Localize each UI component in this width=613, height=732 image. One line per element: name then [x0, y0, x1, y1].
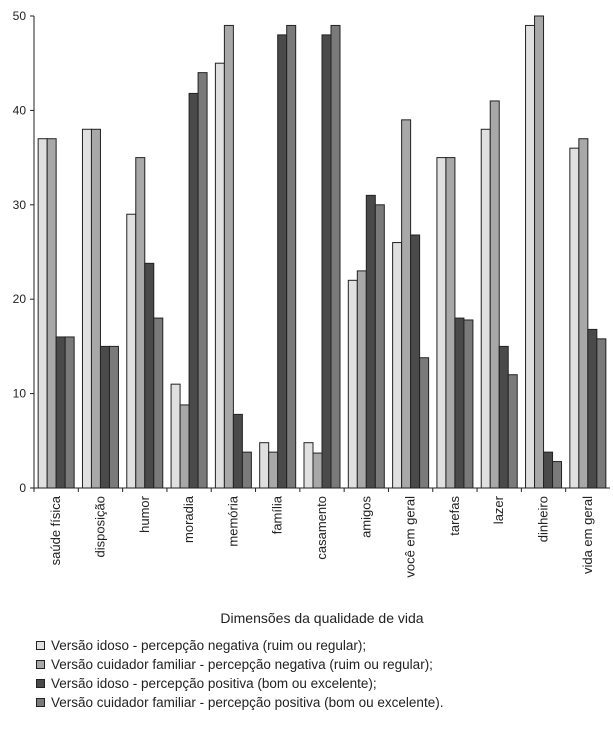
bar [214, 62, 225, 489]
bar [170, 383, 181, 489]
legend: Versão idoso - percepção negativa (ruim … [36, 636, 443, 712]
category-label: saúde física [48, 495, 63, 565]
bar [90, 128, 101, 489]
category-label: dinheiro [536, 496, 551, 542]
bar [347, 279, 358, 489]
bar [268, 451, 279, 489]
bar [534, 15, 545, 489]
bar [99, 345, 110, 489]
bar [223, 24, 234, 489]
bar [179, 404, 190, 489]
legend-label: Versão idoso - percepção negativa (ruim … [51, 638, 367, 653]
legend-item: Versão cuidador familiar - percepção pos… [36, 693, 443, 712]
bar [277, 34, 288, 489]
category-label: tarefas [447, 496, 462, 536]
bar [188, 92, 199, 489]
legend-item: Versão idoso - percepção negativa (ruim … [36, 636, 443, 655]
bar [197, 72, 208, 489]
bar [126, 213, 137, 489]
bar [153, 317, 164, 489]
legend-swatch [36, 679, 45, 688]
legend-label: Versão cuidador familiar - percepção neg… [51, 657, 433, 672]
bar [419, 357, 430, 489]
legend-item: Versão idoso - percepção positiva (bom o… [36, 674, 443, 693]
bar [374, 204, 385, 489]
y-tick-label: 20 [13, 292, 27, 306]
legend-swatch [36, 698, 45, 707]
bar [436, 157, 447, 489]
y-tick-label: 50 [13, 9, 27, 23]
legend-label: Versão cuidador familiar - percepção pos… [51, 695, 444, 710]
bar [543, 451, 554, 489]
bar [108, 345, 119, 489]
legend-swatch [36, 660, 45, 669]
bar [498, 345, 509, 489]
bar [463, 319, 474, 489]
bar [596, 338, 607, 489]
legend-swatch [36, 641, 45, 650]
bar [37, 138, 48, 489]
bar [356, 270, 367, 489]
axes-layer: saúde física disposição humor moradia memóri… [13, 9, 610, 578]
bar [410, 234, 421, 489]
bar [286, 24, 297, 489]
category-label: memória [225, 495, 240, 546]
bar [392, 242, 403, 489]
category-label: vida em geral [580, 496, 595, 574]
bar [241, 451, 252, 489]
bar [552, 461, 563, 489]
bar [578, 138, 589, 489]
category-label: você em geral [403, 496, 418, 578]
bar [569, 147, 580, 489]
bar [312, 452, 323, 489]
bar [232, 413, 243, 489]
bar [365, 194, 376, 489]
bar [489, 100, 500, 489]
bar [46, 138, 57, 489]
legend-item: Versão cuidador familiar - percepção neg… [36, 655, 443, 674]
bar [587, 328, 598, 489]
x-axis-label: Dimensões da qualidade de vida [220, 610, 423, 626]
category-label: moradia [181, 495, 196, 543]
bar [64, 336, 75, 489]
y-tick-label: 10 [13, 387, 27, 401]
bar [303, 442, 314, 489]
bar [81, 128, 92, 489]
category-label: casamento [314, 496, 329, 560]
legend-label: Versão idoso - percepção positiva (bom o… [51, 676, 377, 691]
y-tick-label: 30 [13, 198, 27, 212]
bar [144, 262, 155, 489]
bar [259, 442, 270, 489]
bar [321, 34, 332, 489]
bar [507, 374, 518, 489]
category-label: humor [137, 495, 152, 533]
bar [135, 157, 146, 489]
y-tick-label: 0 [19, 481, 26, 495]
bar [525, 24, 536, 489]
category-label: lazer [491, 495, 506, 524]
category-label: disposição [92, 496, 107, 557]
bar [55, 336, 66, 489]
bars-layer [37, 15, 607, 489]
bar-chart: saúde física disposição humor moradia memóri… [13, 9, 610, 626]
category-label: amigos [358, 496, 373, 538]
bar [454, 317, 465, 489]
bar [330, 24, 341, 489]
bar [445, 157, 456, 489]
bar [401, 119, 412, 489]
category-label: família [270, 495, 285, 534]
bar [480, 128, 491, 489]
y-tick-label: 40 [13, 103, 27, 117]
